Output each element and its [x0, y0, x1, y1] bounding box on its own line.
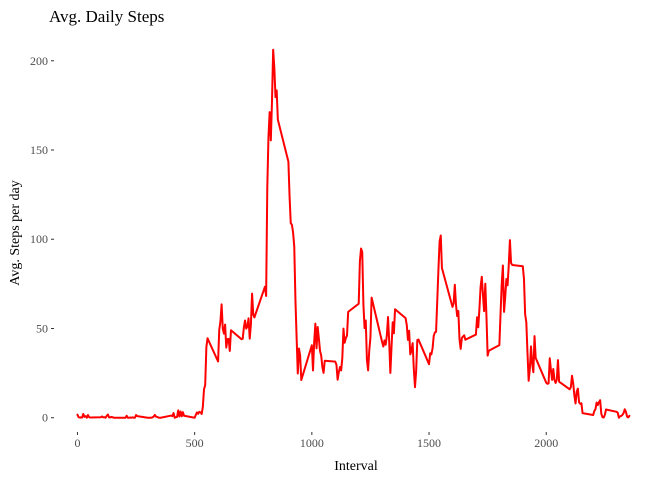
x-axis-title: Interval — [334, 459, 378, 474]
chart-title: Avg. Daily Steps — [49, 7, 164, 26]
y-tick-label: 100 — [30, 232, 48, 246]
x-tick-label: 2000 — [534, 436, 558, 450]
y-axis-title: Avg. Steps per day — [8, 180, 23, 286]
y-tick-label: 200 — [30, 54, 48, 68]
y-axis: 0 50 100 150 200 — [30, 54, 54, 425]
x-tick-label: 1000 — [300, 436, 324, 450]
x-tick-label: 0 — [74, 436, 80, 450]
series-line-0 — [76, 48, 631, 419]
x-tick-label: 1500 — [417, 436, 441, 450]
y-tick-label: 0 — [42, 411, 48, 425]
plot-area — [76, 48, 631, 419]
x-tick-label: 500 — [186, 436, 204, 450]
y-tick-label: 50 — [36, 321, 48, 335]
y-tick-label: 150 — [30, 143, 48, 157]
x-axis: 0 500 1000 1500 2000 — [74, 432, 558, 450]
